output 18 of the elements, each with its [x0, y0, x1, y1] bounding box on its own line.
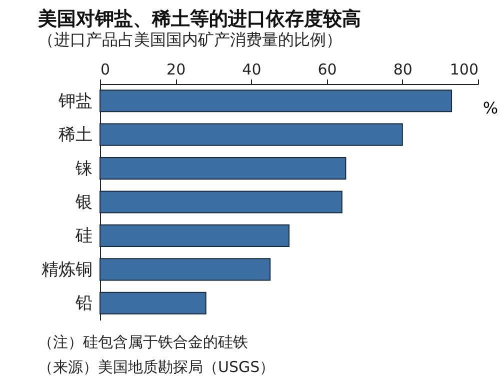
chart-title: 美国对钾盐、稀土等的进口依存度较高 — [37, 8, 361, 30]
x-axis-title: % — [482, 98, 498, 118]
y-tick-label: 精炼铜 — [42, 260, 92, 280]
y-tick-label: 稀土 — [58, 125, 92, 146]
x-tick-label: 40 — [242, 60, 262, 78]
x-tick-label: 20 — [166, 60, 186, 78]
y-tick-label: 铼 — [74, 158, 92, 179]
x-tick-label: 100 — [450, 60, 478, 78]
y-tick-label: 钾盐 — [58, 91, 92, 112]
y-tick-label: 铅 — [74, 294, 92, 314]
y-tick-label: 银 — [74, 192, 92, 212]
y-tick-label: 硅 — [74, 226, 92, 246]
text: （来源）美国地质勘探局（USGS） — [38, 358, 275, 376]
text: （注）硅包含属于铁合金的硅铁 — [38, 333, 248, 351]
x-tick-label: 60 — [318, 60, 337, 78]
x-tick-label: 80 — [393, 60, 412, 78]
chart-subtitle: （进口产品占美国国内矿产消费量的比例） — [38, 30, 342, 49]
x-tick-label: 0 — [100, 60, 110, 78]
